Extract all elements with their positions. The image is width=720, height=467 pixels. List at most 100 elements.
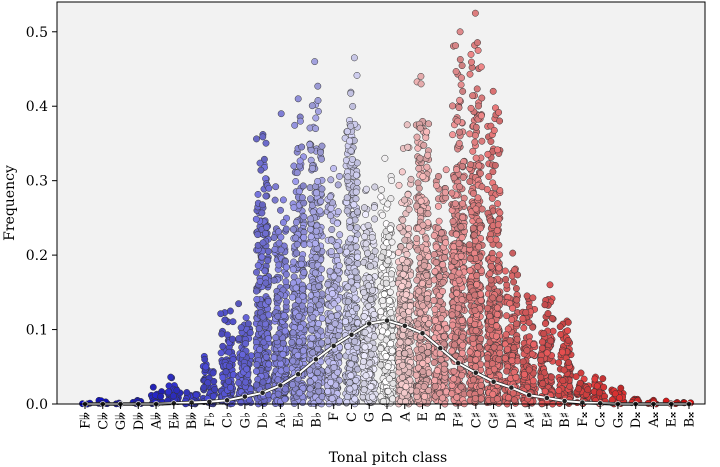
data-point	[343, 128, 351, 135]
data-point	[414, 246, 422, 254]
data-point	[436, 297, 444, 305]
y-tick-label: 0.2	[26, 248, 48, 264]
data-point	[413, 387, 421, 395]
data-point	[547, 337, 555, 345]
data-point	[422, 235, 430, 243]
data-point	[466, 267, 474, 274]
data-point	[315, 282, 323, 290]
data-point	[407, 175, 415, 183]
data-point	[308, 326, 315, 334]
data-point	[502, 331, 510, 338]
x-tick-label: A	[398, 411, 413, 422]
data-point	[494, 146, 501, 154]
data-point	[307, 233, 315, 241]
data-point	[386, 225, 394, 233]
data-point	[350, 354, 358, 362]
data-point	[382, 279, 390, 287]
data-point	[399, 216, 407, 224]
data-point	[318, 142, 326, 150]
data-point	[432, 243, 440, 251]
data-point	[219, 342, 227, 350]
mean-point	[277, 382, 284, 389]
data-point	[361, 329, 369, 336]
data-point	[308, 334, 316, 342]
data-point	[327, 212, 334, 220]
x-tick-label: F♯	[452, 412, 467, 427]
data-point	[577, 369, 585, 377]
data-point	[495, 264, 503, 272]
data-point	[441, 254, 449, 262]
data-point	[360, 204, 368, 212]
data-point	[209, 392, 217, 400]
x-tick-label: G♯	[487, 412, 502, 429]
data-point	[353, 224, 361, 232]
data-point	[452, 42, 460, 50]
data-point	[253, 295, 261, 303]
data-point	[352, 188, 360, 196]
data-point	[282, 278, 290, 286]
data-point	[314, 82, 322, 90]
data-point	[496, 349, 504, 357]
data-point	[584, 386, 592, 394]
data-point	[417, 72, 425, 80]
data-point	[471, 395, 479, 402]
data-point	[416, 124, 424, 132]
data-point	[283, 298, 290, 306]
data-point	[260, 155, 268, 163]
data-point	[557, 330, 565, 338]
data-point	[298, 194, 306, 202]
data-point	[538, 344, 546, 352]
data-point	[424, 295, 432, 303]
data-point	[416, 154, 424, 162]
data-point	[460, 390, 468, 398]
data-point	[317, 148, 324, 156]
data-point	[476, 224, 484, 232]
data-point	[424, 210, 432, 218]
data-point	[466, 130, 474, 138]
x-tick-label: F𝄪	[576, 412, 591, 427]
data-point	[300, 213, 308, 221]
data-point	[353, 71, 361, 79]
data-point	[264, 335, 272, 343]
data-point	[424, 253, 432, 261]
data-point	[487, 262, 495, 270]
mean-point	[295, 371, 302, 378]
data-point	[299, 285, 307, 293]
mean-point	[455, 360, 461, 366]
data-point	[275, 239, 283, 247]
data-point	[493, 322, 501, 330]
data-point	[591, 375, 599, 383]
data-point	[277, 246, 285, 254]
data-point	[270, 234, 278, 242]
data-point	[334, 332, 342, 340]
data-point	[450, 174, 458, 182]
data-point	[343, 398, 351, 406]
data-point	[315, 301, 323, 309]
x-tick-label: E𝄫	[167, 412, 182, 429]
data-point	[274, 390, 282, 398]
x-tick-label: E	[416, 412, 431, 422]
data-point	[388, 347, 396, 355]
data-point	[454, 304, 462, 312]
data-point	[242, 378, 250, 386]
data-point	[309, 164, 316, 172]
data-point	[494, 221, 502, 229]
data-point	[470, 231, 478, 239]
data-point	[211, 386, 219, 393]
data-point	[386, 297, 393, 305]
data-point	[459, 333, 467, 341]
data-point	[149, 383, 157, 391]
mean-point	[259, 389, 266, 396]
data-point	[311, 239, 319, 247]
data-point	[257, 166, 265, 174]
data-point	[396, 264, 404, 272]
data-point	[555, 359, 563, 367]
data-point	[262, 353, 270, 361]
data-point	[401, 349, 409, 357]
data-point	[522, 309, 530, 316]
data-point	[370, 310, 378, 318]
data-point	[442, 239, 450, 247]
data-point	[309, 349, 317, 357]
data-point	[243, 365, 251, 373]
data-point	[423, 128, 431, 136]
